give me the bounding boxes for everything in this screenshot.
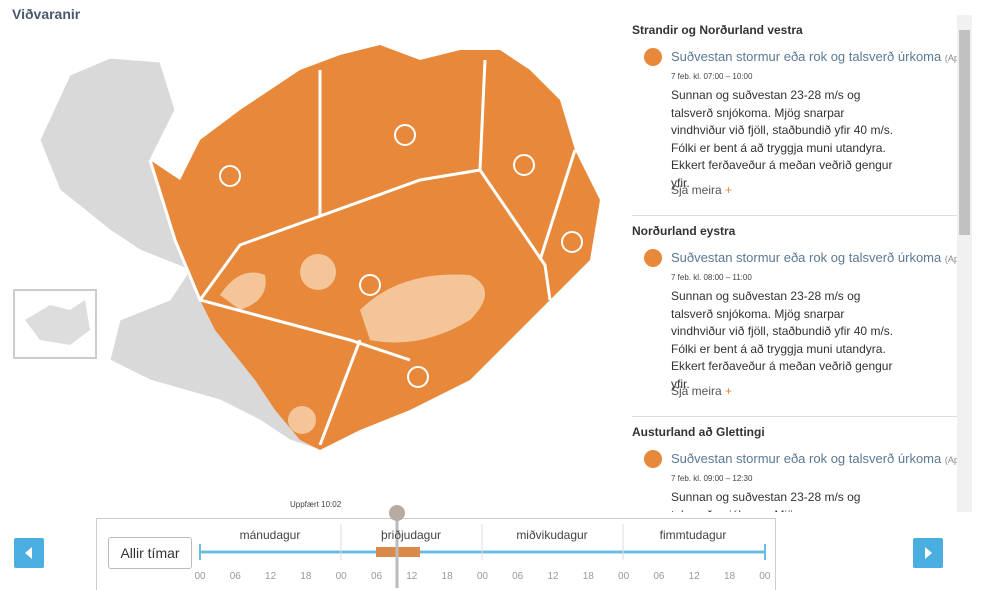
warning-icon xyxy=(644,249,662,267)
hour-label: 06 xyxy=(653,571,665,582)
warning-title[interactable]: Suðvestan stormur eða rok og talsverð úr… xyxy=(671,49,957,64)
title-suffix: (Ap xyxy=(944,455,957,465)
warning-icon xyxy=(644,450,662,468)
day-label: fimmtudagur xyxy=(659,528,727,542)
see-more-plus: + xyxy=(725,183,733,197)
warning-icon xyxy=(644,48,662,66)
next-button[interactable] xyxy=(913,538,943,568)
warning-time: 7 feb. kl. 08:00 – 11:00 xyxy=(671,273,752,282)
day-label: þriðjudagur xyxy=(380,528,442,542)
warning-time: 7 feb. kl. 07:00 – 10:00 xyxy=(671,72,753,81)
hour-label: 00 xyxy=(476,571,488,582)
warning-card: Strandir og Norðurland vestra Suðvestan s… xyxy=(632,15,957,216)
scrollbar-thumb[interactable] xyxy=(959,30,970,235)
timeline xyxy=(96,518,776,590)
page-title: Viðvaranir xyxy=(12,6,81,22)
warning-body: Sunnan og suðvestan 23-28 m/s og talsver… xyxy=(671,88,894,190)
hour-label: 18 xyxy=(441,571,453,582)
hour-label: 18 xyxy=(300,571,312,582)
region-name: Austurland að Glettingi xyxy=(632,425,765,439)
hour-label: 18 xyxy=(723,571,736,582)
timeline-track xyxy=(199,505,766,588)
hour-label: 06 xyxy=(512,571,524,582)
hour-label: 00 xyxy=(335,571,347,582)
warning-body: Sunnan og suðvestan 23-28 m/s og talsver… xyxy=(671,490,861,512)
hour-label: 00 xyxy=(618,571,630,582)
hour-label: 00 xyxy=(194,571,206,582)
title-suffix: (Ap xyxy=(944,254,957,264)
title-text: Suðvestan stormur eða rok og talsverð úr… xyxy=(671,250,942,265)
warning-list: Strandir og Norðurland vestra Suðvestan s… xyxy=(632,15,957,512)
title-suffix: (Ap xyxy=(944,53,957,63)
hour-label: 18 xyxy=(582,571,594,582)
hour-label: 12 xyxy=(547,571,559,582)
all-times-button[interactable]: Allir tímar xyxy=(108,537,192,569)
title-text: Suðvestan stormur eða rok og talsverð úr… xyxy=(671,451,942,466)
day-label: mánudagur xyxy=(239,528,301,542)
hour-label: 12 xyxy=(688,571,700,582)
warning-title[interactable]: Suðvestan stormur eða rok og talsverð úr… xyxy=(671,451,957,466)
see-more-link[interactable]: Sjá meira + xyxy=(671,384,732,398)
warning-card: Austurland að Glettingi Suðvestan stormur… xyxy=(632,417,957,512)
hour-label: 12 xyxy=(265,571,277,582)
map xyxy=(13,44,601,451)
warning-body: Sunnan og suðvestan 23-28 m/s og talsver… xyxy=(671,289,894,391)
see-more-link[interactable]: Sjá meira + xyxy=(671,183,732,197)
warning-title[interactable]: Suðvestan stormur eða rok og talsverð úr… xyxy=(671,250,957,265)
region-name: Norðurland eystra xyxy=(632,224,736,238)
hour-label: 00 xyxy=(759,571,771,582)
warning-time: 7 feb. kl. 09:00 – 12:30 xyxy=(671,474,753,483)
warning-card: Norðurland eystra Suðvestan stormur eða r… xyxy=(632,216,957,417)
title-text: Suðvestan stormur eða rok og talsverð úr… xyxy=(671,49,942,64)
prev-button[interactable] xyxy=(14,538,44,568)
region-name: Strandir og Norðurland vestra xyxy=(632,23,803,37)
hour-label: 06 xyxy=(370,571,383,582)
see-more-plus: + xyxy=(725,384,733,398)
see-more-text: Sjá meira xyxy=(671,183,722,197)
hour-label: 06 xyxy=(229,571,241,582)
day-label: miðvikudagur xyxy=(516,528,588,542)
see-more-text: Sjá meira xyxy=(671,384,722,398)
updated-time: Uppfært 10:02 xyxy=(290,500,342,509)
hour-label: 12 xyxy=(406,571,418,582)
